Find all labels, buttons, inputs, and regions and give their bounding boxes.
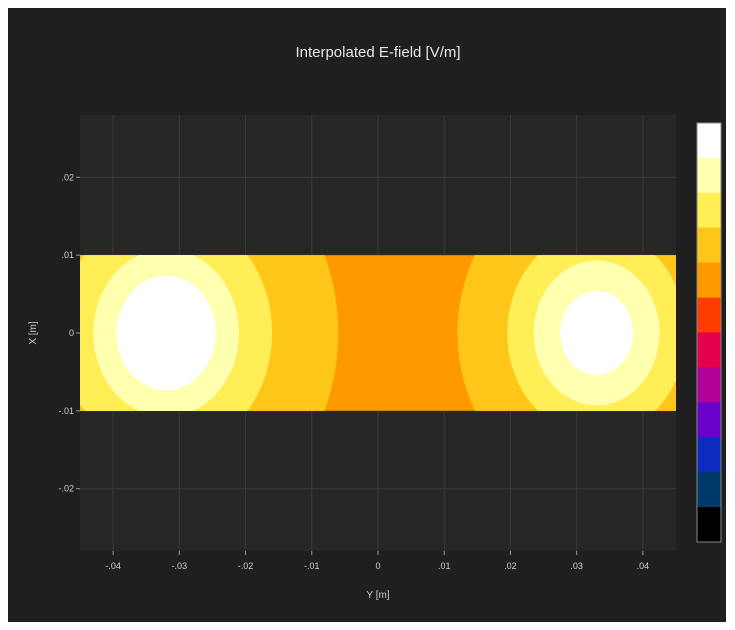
y-tick-label: -.01 — [58, 406, 74, 416]
y-tick-label: .01 — [61, 250, 74, 260]
x-tick-label: .01 — [438, 561, 451, 571]
x-tick-label: -.02 — [238, 561, 254, 571]
x-tick-label: -.01 — [304, 561, 320, 571]
field-contour-1-level-1 — [116, 275, 216, 391]
colorbar-swatch — [697, 227, 721, 264]
x-tick-label: -.04 — [105, 561, 121, 571]
colorbar-swatch — [697, 123, 721, 159]
y-axis-ticks: -.02 -.01 0 .01 .02 — [58, 172, 80, 494]
x-tick-label: 0 — [375, 561, 380, 571]
y-tick-label: .02 — [61, 172, 74, 182]
colorbar-swatch — [697, 402, 721, 438]
colorbar-border — [696, 122, 722, 543]
y-tick-label: 0 — [69, 328, 74, 338]
chart-title: Interpolated E-field [V/m] — [295, 44, 461, 61]
colorbar — [696, 122, 722, 543]
colorbar-swatch — [697, 332, 721, 368]
colorbar-swatch — [697, 262, 721, 299]
y-axis-label: X [m] — [28, 321, 39, 345]
colorbar-swatch — [697, 297, 721, 333]
x-axis-label: Y [m] — [366, 590, 389, 601]
x-tick-label: .03 — [570, 561, 583, 571]
x-tick-label: .02 — [504, 561, 517, 571]
x-axis-ticks: -.04 -.03 -.02 -.01 0 .01 .02 .03 .04 — [105, 551, 649, 571]
colorbar-swatch — [697, 507, 721, 543]
colorbar-swatch — [697, 367, 721, 403]
colorbar-swatch — [697, 437, 721, 473]
colorbar-swatch — [697, 157, 721, 194]
field-region — [80, 255, 676, 411]
colorbar-swatch — [697, 472, 721, 508]
x-tick-label: -.03 — [172, 561, 188, 571]
colorbar-swatch — [697, 192, 721, 229]
field-contour-2-level-1 — [560, 291, 633, 375]
y-tick-label: -.02 — [58, 484, 74, 494]
x-tick-label: .04 — [637, 561, 650, 571]
